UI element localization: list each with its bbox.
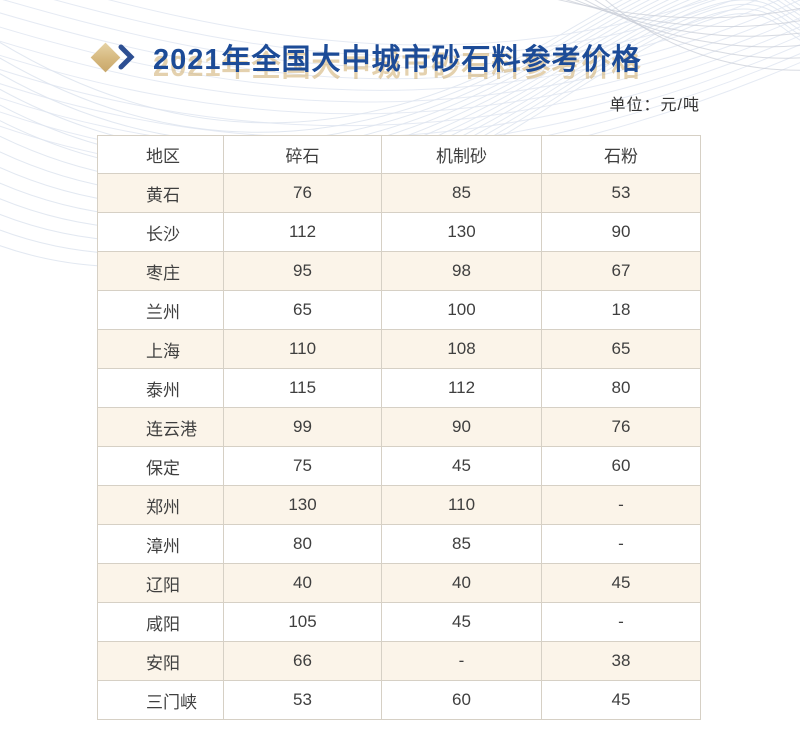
region-cell: 枣庄 — [97, 251, 224, 291]
price-cell: 95 — [223, 251, 382, 291]
page-header: 2021年全国大中城市砂石料参考价格 — [90, 38, 642, 76]
table-row: 兰州 65 100 18 — [97, 290, 701, 330]
price-cell: 90 — [541, 212, 701, 252]
column-header: 地区 — [97, 135, 224, 174]
gold-diamond-icon — [90, 42, 121, 72]
price-cell: - — [541, 485, 701, 525]
price-cell: 112 — [381, 368, 542, 408]
column-header: 机制砂 — [381, 135, 542, 174]
table-row: 安阳 66-38 — [97, 641, 701, 681]
price-cell: 115 — [223, 368, 382, 408]
region-cell: 漳州 — [97, 524, 224, 564]
price-cell: 18 — [541, 290, 701, 330]
price-cell: 85 — [381, 524, 542, 564]
price-cell: 60 — [541, 446, 701, 486]
table-row: 辽阳 40 40 45 — [97, 563, 701, 603]
price-cell: 108 — [381, 329, 542, 369]
table-row: 枣庄 95 98 67 — [97, 251, 701, 291]
region-cell: 泰州 — [97, 368, 224, 408]
unit-label: 单位：元/吨 — [609, 97, 700, 114]
region-cell: 黄石 — [97, 173, 224, 213]
price-cell: 66 — [223, 641, 382, 681]
table-header-row: 地区 碎石 机制砂 石粉 — [97, 135, 701, 174]
table-row: 泰州 115 112 80 — [97, 368, 701, 408]
table-row: 三门峡 53 60 45 — [97, 680, 701, 720]
price-cell: 90 — [381, 407, 542, 447]
region-cell: 安阳 — [97, 641, 224, 681]
price-cell: - — [541, 602, 701, 642]
price-cell: 112 — [223, 212, 382, 252]
price-cell: 40 — [381, 563, 542, 603]
table-body: 黄石 76 85 53 长沙 112 130 90 枣庄 95 98 67 兰州 65 100 18 上海 110… — [97, 173, 701, 720]
price-cell: 75 — [223, 446, 382, 486]
region-cell: 保定 — [97, 446, 224, 486]
wave-line — [574, 0, 800, 37]
price-cell: - — [541, 524, 701, 564]
region-cell: 三门峡 — [97, 680, 224, 720]
price-cell: 76 — [223, 173, 382, 213]
wave-line — [565, 0, 800, 28]
price-cell: 85 — [381, 173, 542, 213]
table-row: 连云港 99 90 76 — [97, 407, 701, 447]
price-table: 地区 碎石 机制砂 石粉 黄石 76 85 53 长沙 112 130 90 枣庄 95 98 67 兰州 65… — [97, 135, 701, 720]
region-cell: 兰州 — [97, 290, 224, 330]
price-cell: 38 — [541, 641, 701, 681]
price-cell: 110 — [381, 485, 542, 525]
region-cell: 连云港 — [97, 407, 224, 447]
region-cell: 咸阳 — [97, 602, 224, 642]
price-cell: 105 — [223, 602, 382, 642]
region-cell: 上海 — [97, 329, 224, 369]
table-row: 郑州 130 110- — [97, 485, 701, 525]
page-title: 2021年全国大中城市砂石料参考价格 — [153, 44, 642, 76]
price-cell: 53 — [223, 680, 382, 720]
table-row: 黄石 76 85 53 — [97, 173, 701, 213]
price-cell: 130 — [223, 485, 382, 525]
price-cell: 60 — [381, 680, 542, 720]
price-cell: 99 — [223, 407, 382, 447]
table-row: 漳州 80 85- — [97, 524, 701, 564]
wave-line — [557, 0, 800, 19]
price-cell: 67 — [541, 251, 701, 291]
table-row: 保定 75 45 60 — [97, 446, 701, 486]
price-cell: 65 — [541, 329, 701, 369]
table-header: 地区 碎石 机制砂 石粉 — [97, 135, 701, 174]
price-cell: 40 — [223, 563, 382, 603]
region-cell: 郑州 — [97, 485, 224, 525]
column-header: 石粉 — [541, 135, 701, 174]
price-cell: 98 — [381, 251, 542, 291]
price-cell: 130 — [381, 212, 542, 252]
table-row: 咸阳 105 45- — [97, 602, 701, 642]
region-cell: 长沙 — [97, 212, 224, 252]
price-cell: - — [381, 641, 542, 681]
price-cell: 45 — [541, 680, 701, 720]
price-cell: 76 — [541, 407, 701, 447]
price-cell: 80 — [541, 368, 701, 408]
price-cell: 53 — [541, 173, 701, 213]
price-cell: 65 — [223, 290, 382, 330]
price-cell: 45 — [381, 602, 542, 642]
table-row: 上海 110 108 65 — [97, 329, 701, 369]
table-row: 长沙 112 130 90 — [97, 212, 701, 252]
chevron-right-icon — [118, 44, 135, 70]
region-cell: 辽阳 — [97, 563, 224, 603]
column-header: 碎石 — [223, 135, 382, 174]
price-cell: 100 — [381, 290, 542, 330]
price-cell: 45 — [541, 563, 701, 603]
price-cell: 110 — [223, 329, 382, 369]
price-cell: 80 — [223, 524, 382, 564]
price-cell: 45 — [381, 446, 542, 486]
